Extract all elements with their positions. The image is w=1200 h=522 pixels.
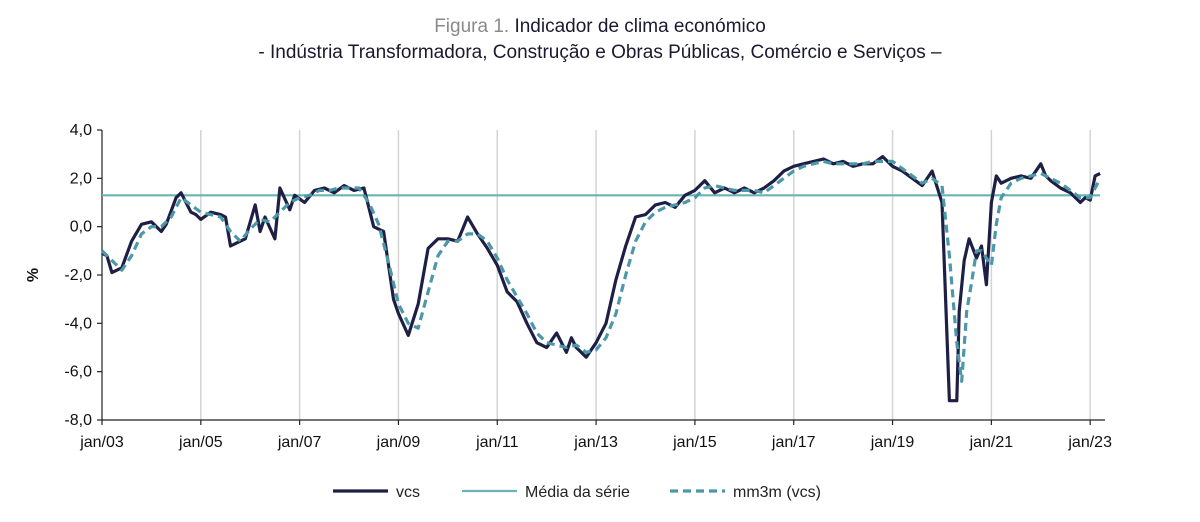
legend-mm3m: mm3m (vcs) — [670, 484, 821, 501]
y-tick-label: -2,0 — [64, 267, 92, 284]
y-tick-label: 0,0 — [70, 219, 92, 236]
x-tick-labels: jan/03 jan/05 jan/07 jan/09 jan/11 jan/13 jan/… — [79, 420, 1112, 451]
x-tick-label: jan/17 — [771, 434, 816, 451]
figure-number: Figura 1. — [434, 16, 510, 37]
x-tick-label: jan/09 — [376, 434, 421, 451]
x-tick-label: jan/07 — [277, 434, 322, 451]
x-tick-label: jan/23 — [1067, 434, 1112, 451]
legend-mm3m-label: mm3m (vcs) — [733, 484, 821, 501]
series-lines — [100, 155, 1102, 403]
legend: vcs Média da série mm3m (vcs) — [333, 484, 821, 501]
legend-vcs: vcs — [333, 484, 420, 501]
x-tick-label: jan/13 — [573, 434, 618, 451]
axes — [101, 130, 1105, 421]
legend-media-label: Média da série — [525, 484, 630, 501]
x-tick-label: jan/11 — [475, 434, 519, 451]
title-line-1: Figura 1. Indicador de clima económico — [0, 14, 1200, 40]
series-mm3m-line — [100, 159, 1102, 383]
chart-title: Figura 1. Indicador de clima económico -… — [0, 14, 1200, 66]
y-tick-labels: 4,0 2,0 0,0 -2,0 -4,0 -6,0 -8,0 — [64, 122, 102, 429]
grid-lines — [200, 130, 1091, 420]
x-tick-label: jan/15 — [672, 434, 717, 451]
chart-main-title: Indicador de clima económico — [514, 16, 766, 37]
y-tick-label: -4,0 — [64, 315, 92, 332]
y-tick-label: -8,0 — [64, 412, 92, 429]
chart-subtitle: - Indústria Transformadora, Construção e… — [258, 42, 942, 63]
y-tick-label: 4,0 — [70, 122, 92, 139]
y-axis-label: % — [25, 268, 42, 282]
x-tick-label: jan/19 — [870, 434, 915, 451]
series-vcs-line — [101, 155, 1101, 403]
y-tick-label: -6,0 — [64, 364, 92, 381]
legend-vcs-label: vcs — [396, 484, 420, 501]
x-tick-label: jan/21 — [969, 434, 1014, 451]
legend-media: Média da série — [462, 484, 630, 501]
x-tick-label: jan/05 — [178, 434, 223, 451]
x-tick-label: jan/03 — [79, 434, 124, 451]
y-tick-label: 2,0 — [70, 170, 92, 187]
